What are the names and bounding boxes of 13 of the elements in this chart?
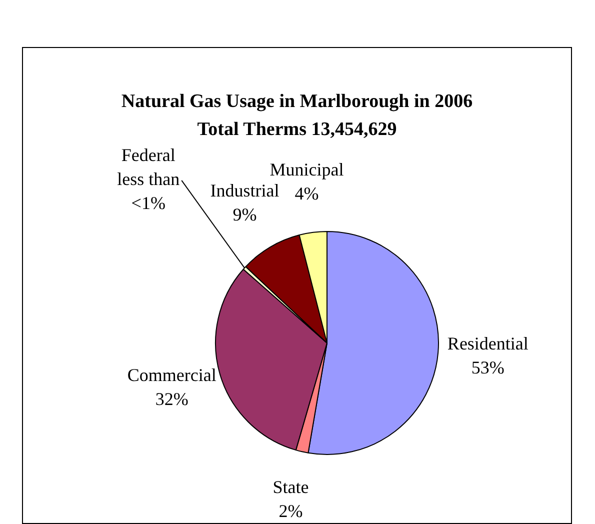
slice-label: Residential	[447, 333, 528, 354]
slice-label: Federal	[121, 145, 176, 166]
data-label: less than <1%	[117, 169, 180, 214]
slice-label: Commercial	[127, 364, 216, 385]
slice-label: Industrial	[210, 180, 280, 201]
slice-label: State	[272, 477, 309, 498]
chart-title: Natural Gas Usage in Marlborough in 2006 Total Therms 13,454,629	[121, 90, 473, 140]
data-label: 53%	[471, 357, 504, 378]
slice-label: Municipal	[270, 160, 344, 180]
data-label: 32%	[155, 388, 188, 409]
data-label: 2%	[278, 501, 303, 522]
data-label: 4%	[294, 184, 319, 204]
data-label: 9%	[232, 204, 257, 225]
